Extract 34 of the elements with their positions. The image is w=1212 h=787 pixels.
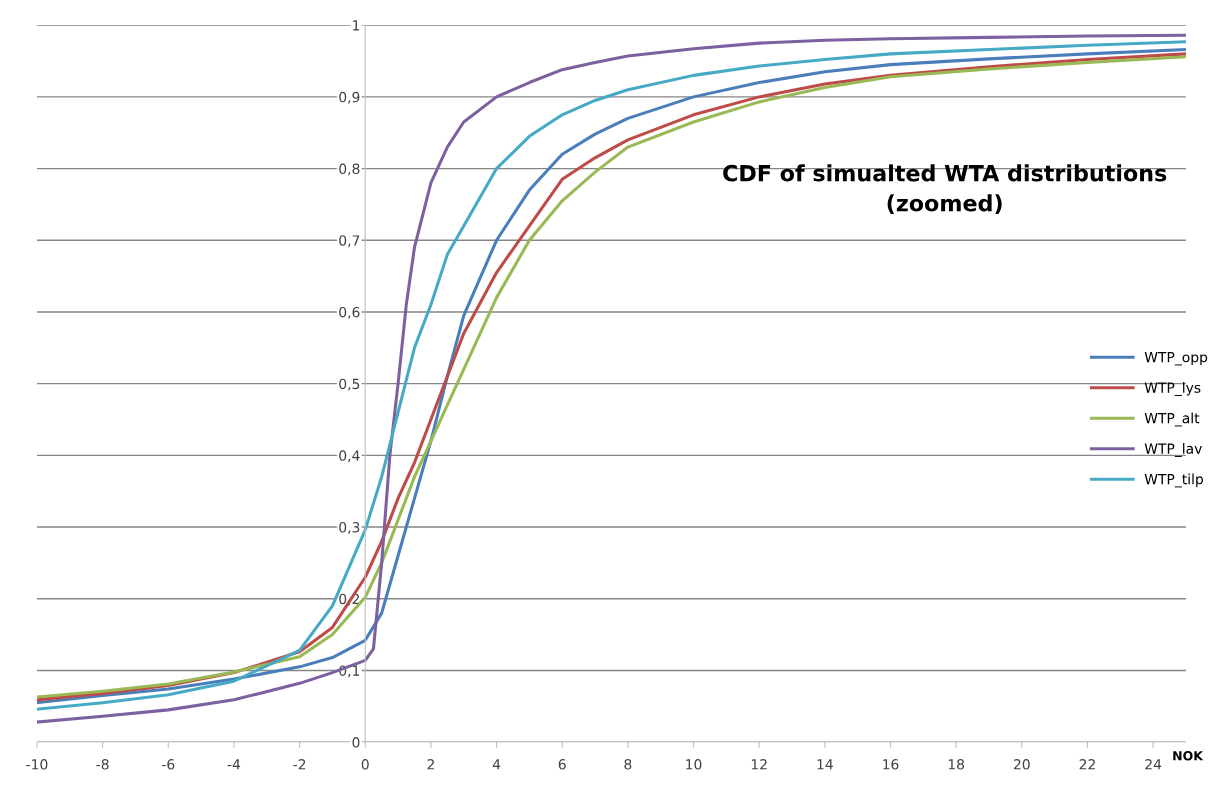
x-tick-label: 0 bbox=[361, 759, 369, 770]
legend-label: WTP_lys bbox=[1144, 382, 1201, 396]
legend-label: WTP_tilp bbox=[1144, 473, 1203, 488]
x-tick-label: 22 bbox=[1079, 759, 1095, 770]
x-tick-label: -4 bbox=[227, 759, 241, 770]
x-tick-label: 16 bbox=[883, 759, 899, 770]
x-tick-label: 12 bbox=[751, 759, 767, 770]
x-tick-label: 8 bbox=[624, 759, 632, 770]
y-tick-label: 0,7 bbox=[339, 235, 360, 248]
x-tick-label: -2 bbox=[293, 759, 306, 770]
y-tick-label: 0,6 bbox=[339, 306, 360, 319]
x-tick-label: 18 bbox=[948, 759, 965, 770]
x-axis-title: NOK bbox=[1173, 750, 1204, 761]
x-tick-label: 2 bbox=[427, 759, 434, 770]
x-tick-label: -6 bbox=[162, 759, 175, 770]
x-tick-label: 24 bbox=[1145, 759, 1162, 770]
x-tick-label: -10 bbox=[26, 759, 48, 770]
y-tick-label: 0,4 bbox=[339, 450, 360, 463]
x-tick-label: 4 bbox=[492, 759, 501, 770]
y-tick-label: 0,3 bbox=[339, 522, 360, 534]
legend-label: WTP_lav bbox=[1144, 443, 1202, 457]
y-tick-label: 0,8 bbox=[339, 163, 360, 176]
y-tick-label: 1 bbox=[353, 20, 360, 31]
x-tick-label: -8 bbox=[96, 759, 109, 770]
y-tick-label: 0 bbox=[352, 737, 360, 748]
x-tick-label: 6 bbox=[558, 759, 566, 770]
y-tick-label: 0,9 bbox=[339, 91, 360, 104]
x-tick-label: 20 bbox=[1013, 759, 1030, 770]
legend-label: WTP_alt bbox=[1144, 412, 1200, 427]
legend-label: WTP_opp bbox=[1144, 352, 1208, 366]
text: CDF of simualted WTA distributions (zoomed) bbox=[723, 164, 1167, 215]
x-tick-label: 10 bbox=[686, 759, 702, 770]
y-tick-label: 0,5 bbox=[339, 378, 360, 391]
x-tick-label: 14 bbox=[817, 759, 833, 770]
